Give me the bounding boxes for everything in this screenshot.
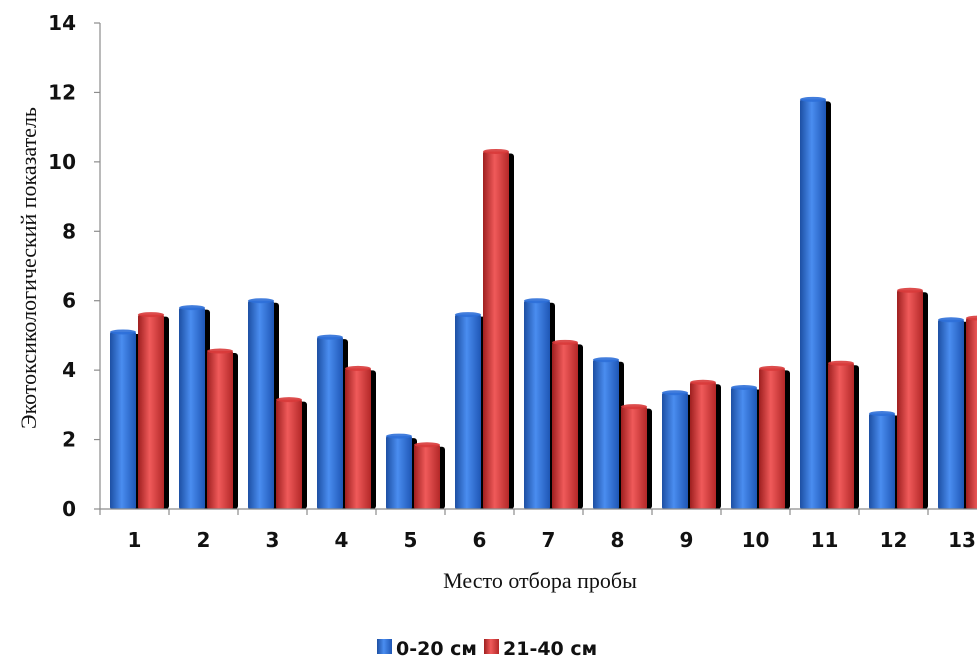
bar-21-40-4	[345, 368, 371, 509]
bar-cap-0-20-5	[386, 433, 412, 439]
bar-0-20-7	[524, 300, 550, 509]
bar-cap-21-40-9	[690, 379, 716, 385]
bar-21-40-2	[207, 351, 233, 509]
bar-21-40-7	[552, 342, 578, 509]
bar-cap-0-20-3	[248, 298, 274, 304]
bar-cap-21-40-7	[552, 339, 578, 345]
x-tick-label-1: 1	[128, 528, 142, 552]
bar-cap-21-40-8	[621, 404, 647, 410]
bar-0-20-5	[386, 436, 412, 509]
bar-cap-21-40-2	[207, 348, 233, 354]
legend: 0-20 см 21-40 см	[377, 638, 597, 660]
bar-21-40-12	[897, 290, 923, 509]
legend-swatch-21-40	[484, 639, 499, 654]
x-tick-label-4: 4	[335, 528, 349, 552]
bar-cap-21-40-13	[966, 315, 977, 321]
bar-cap-21-40-6	[483, 148, 509, 154]
x-axis-title: Место отбора пробы	[443, 568, 637, 593]
bar-0-20-4	[317, 337, 343, 509]
bar-cap-0-20-1	[110, 329, 136, 335]
bar-0-20-9	[662, 392, 688, 509]
y-tick-label-0: 0	[62, 497, 76, 521]
y-axis-title: Экотоксикологический показатель	[16, 107, 41, 429]
x-tick-label-6: 6	[473, 528, 487, 552]
bar-cap-0-20-12	[869, 411, 895, 417]
bar-21-40-8	[621, 406, 647, 509]
bar-cap-0-20-8	[593, 357, 619, 363]
y-tick-label-4: 4	[62, 358, 76, 382]
bar-21-40-13	[966, 318, 977, 509]
bar-cap-21-40-1	[138, 312, 164, 318]
bar-cap-21-40-3	[276, 397, 302, 403]
y-tick-label-2: 2	[62, 428, 76, 452]
bar-cap-0-20-4	[317, 334, 343, 340]
x-tick-label-11: 11	[811, 528, 839, 552]
bar-cap-21-40-5	[414, 442, 440, 448]
bar-21-40-1	[138, 314, 164, 509]
y-tick-label-12: 12	[48, 80, 76, 104]
bar-21-40-11	[828, 363, 854, 509]
bar-0-20-1	[110, 331, 136, 509]
bar-0-20-11	[800, 99, 826, 509]
legend-label-0-20: 0-20 см	[396, 638, 477, 660]
bar-0-20-8	[593, 359, 619, 509]
bar-21-40-6	[483, 151, 509, 509]
bar-cap-21-40-4	[345, 365, 371, 371]
y-tick-label-10: 10	[48, 150, 76, 174]
y-tick-label-8: 8	[62, 219, 76, 243]
x-tick-label-9: 9	[680, 528, 694, 552]
bar-0-20-13	[938, 319, 964, 509]
legend-label-21-40: 21-40 см	[503, 638, 597, 660]
x-tick-label-7: 7	[542, 528, 556, 552]
y-tick-label-14: 14	[48, 11, 76, 35]
bar-cap-0-20-6	[455, 312, 481, 318]
bar-cap-0-20-11	[800, 96, 826, 102]
bar-0-20-12	[869, 413, 895, 509]
bar-cap-0-20-2	[179, 305, 205, 311]
bar-cap-0-20-13	[938, 317, 964, 323]
y-tick-label-6: 6	[62, 289, 76, 313]
bar-0-20-2	[179, 307, 205, 509]
bar-0-20-6	[455, 314, 481, 509]
bar-21-40-5	[414, 444, 440, 509]
bar-cap-0-20-7	[524, 298, 550, 304]
bar-21-40-9	[690, 382, 716, 509]
bar-cap-0-20-10	[731, 385, 757, 390]
x-tick-label-2: 2	[197, 528, 211, 552]
bar-21-40-10	[759, 368, 785, 509]
bar-cap-21-40-11	[828, 360, 854, 366]
x-tick-label-10: 10	[742, 528, 770, 552]
x-tick-label-13: 13	[948, 528, 976, 552]
x-tick-label-12: 12	[880, 528, 908, 552]
x-tick-label-3: 3	[266, 528, 280, 552]
bar-cap-21-40-12	[897, 287, 923, 293]
legend-swatch-0-20	[377, 639, 392, 654]
bar-cap-21-40-10	[759, 365, 785, 371]
bar-0-20-10	[731, 387, 757, 509]
x-tick-label-8: 8	[611, 528, 625, 552]
bar-cap-0-20-9	[662, 390, 688, 396]
bar-0-20-3	[248, 300, 274, 509]
bar-21-40-3	[276, 399, 302, 509]
x-tick-label-5: 5	[404, 528, 418, 552]
